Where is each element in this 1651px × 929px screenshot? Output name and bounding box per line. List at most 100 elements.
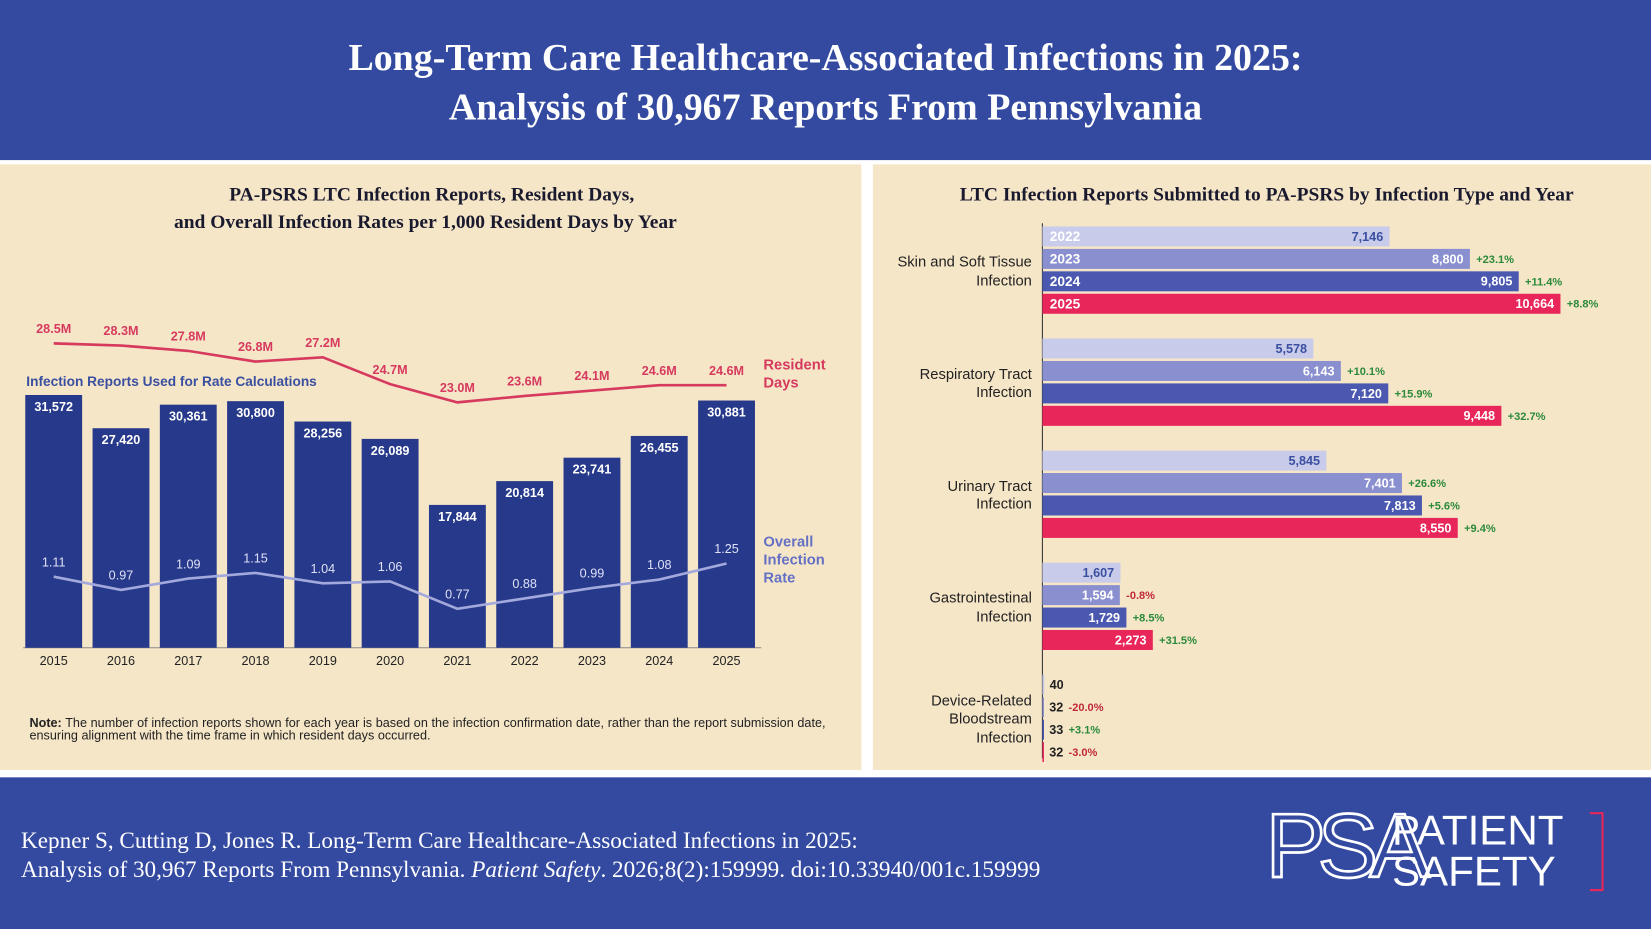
line-value-label: 24.6M [642,364,677,378]
line-value-label: 28.5M [36,322,71,336]
bar-value-label: 10,664 [1516,297,1555,311]
bar [1042,719,1045,740]
bar-value-label: 7,401 [1364,476,1396,490]
bar [294,421,352,648]
bar-value-label: 20,814 [505,486,544,500]
chart-title: PA-PSRS LTC Infection Reports, Resident … [229,184,634,205]
bar-value-label: 8,550 [1420,521,1452,535]
bar-value-label: 1,607 [1083,566,1115,580]
change-label: +26.6% [1408,478,1446,490]
change-label: -20.0% [1069,702,1104,714]
x-tick-label: 2016 [107,654,135,668]
legend-label: 2024 [1050,274,1081,289]
page-title: Analysis of 30,967 Reports From Pennsylv… [449,86,1202,128]
bar-value-label: 33 [1049,723,1063,737]
x-tick-label: 2025 [712,654,740,668]
left-chart: 2015 2016 2017 2018 2019 2020 2021 2022 2023 2024… [23,322,826,668]
change-label: +23.1% [1476,254,1514,266]
citation-text: . 2026;8(2):159999. doi:10.33940/001c.15… [600,857,1040,883]
bar-value-label: 7,120 [1350,387,1382,401]
bar [1042,226,1390,247]
change-label: +10.1% [1347,366,1385,378]
bar-value-label: 27,420 [102,433,141,447]
change-label: +8.5% [1133,613,1165,625]
chart-title: LTC Infection Reports Submitted to PA-PS… [960,184,1574,205]
category-label: Device-Related Bloodstream Infection [931,691,1032,746]
bar [92,428,150,648]
logo: PSA PATIENT SAFETY [1264,795,1604,898]
bar [1042,585,1120,606]
line-value-label: 24.1M [574,369,609,383]
bar-value-label: 26,089 [371,444,410,458]
x-tick-label: 2024 [645,654,673,668]
x-tick-label: 2023 [578,654,606,668]
citation-line: Kepner S, Cutting D, Jones R. Long-Term … [21,828,858,854]
change-label: +8.8% [1567,299,1599,311]
line-value-label: 1.06 [378,560,403,574]
bar [1042,562,1121,583]
line [53,342,727,404]
category-label: Urinary Tract Infection [947,477,1032,513]
bar [630,435,688,648]
series-label: Overall Infection Rate [763,532,825,586]
bar-value-label: 30,800 [236,406,275,420]
category-label-box: Gastrointestinal Infection [929,589,1032,625]
bar-value-label: 2,273 [1115,633,1147,647]
bar-value-label: 1,594 [1082,589,1114,603]
bar [1042,248,1470,269]
logo-text: SAFETY [1392,847,1556,894]
bar [1042,293,1561,314]
x-tick-label: 2018 [242,654,270,668]
page-title: Long-Term Care Healthcare-Associated Inf… [348,37,1302,79]
bar [1042,405,1502,426]
x-tick-label: 2017 [174,654,202,668]
bar [1042,742,1044,763]
line-value-label: 27.2M [305,336,340,350]
x-tick-label: 2019 [309,654,337,668]
change-label: +5.6% [1428,500,1460,512]
line-value-label: 1.09 [176,557,201,571]
bar [496,481,554,648]
line-value-label: 27.8M [171,330,206,344]
bar-value-label: 32 [1049,701,1063,715]
bar [1042,697,1044,718]
series-label: Infection Reports Used for Rate Calculat… [26,374,317,389]
bar-value-label: 8,800 [1432,252,1464,266]
bar [361,438,419,648]
category-label-box: Device-Related Bloodstream Infection [931,691,1032,746]
bar-value-label: 40 [1050,678,1064,692]
series-label: Resident Days [763,356,826,391]
line-value-label: 0.99 [580,567,605,581]
category-label: Gastrointestinal Infection [929,589,1032,625]
right-chart: Skin and Soft Tissue Infection 2022 7,146 2… [897,223,1599,763]
bar [1042,517,1458,538]
bar [25,394,83,648]
bar-value-label: 7,146 [1352,230,1384,244]
bar [428,504,486,648]
change-label: -3.0% [1069,747,1098,759]
bar [698,400,755,648]
bar-value-label: 9,448 [1463,409,1495,423]
line-value-label: 1.15 [243,552,268,566]
logo-bracket [1589,812,1604,892]
citation-line: Analysis of 30,967 Reports From Pennsylv… [21,857,1040,883]
bar-value-label: 30,361 [169,410,208,424]
change-label: +31.5% [1159,635,1197,647]
line-value-label: 24.7M [373,363,408,377]
line-value-label: 0.97 [109,569,134,583]
line-value-label: 1.04 [311,562,336,576]
bar [1042,338,1314,359]
bar [1042,607,1127,628]
logo-text: PATIENT [1392,806,1564,853]
change-label: +9.4% [1464,523,1496,535]
line-value-label: 1.08 [647,558,672,572]
series-label-box: Resident Days [763,356,826,391]
bar [159,404,217,648]
bar-value-label: 5,578 [1275,342,1307,356]
x-tick-label: 2015 [40,654,68,668]
legend-label: 2023 [1050,252,1081,267]
change-label: +15.9% [1395,388,1433,400]
category-label: Respiratory Tract Infection [919,364,1032,401]
chart-title: and Overall Infection Rates per 1,000 Re… [174,212,677,233]
bar-value-label: 9,805 [1481,275,1513,289]
